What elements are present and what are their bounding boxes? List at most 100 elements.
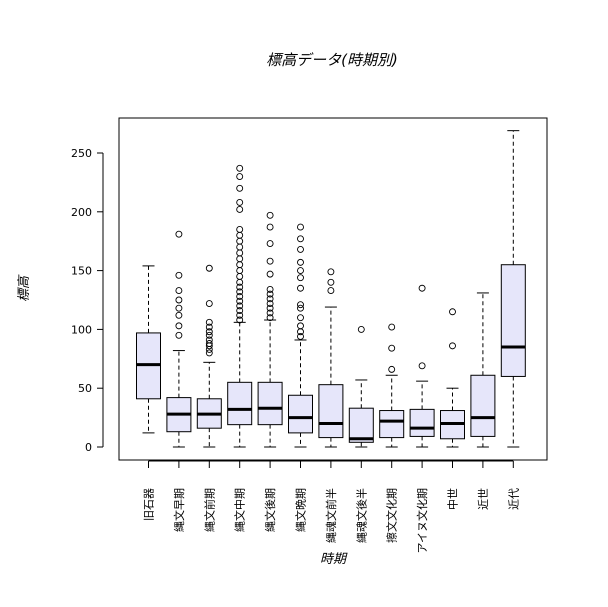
plot-frame <box>118 117 548 461</box>
outlier-point <box>175 230 183 238</box>
box-10 <box>409 284 435 448</box>
box-2 <box>166 230 192 448</box>
outlier-point <box>175 287 183 295</box>
x-axis: 旧石器 縄文早期 縄文前期 縄文中期 縄文後期 縄文晩期 縄魂文前半 縄魂文後半 擦文文化期 アイ… <box>143 460 520 553</box>
iqr-box <box>257 381 283 426</box>
outlier-point <box>297 235 304 243</box>
outlier-point <box>205 318 213 326</box>
outlier-point <box>266 223 274 231</box>
outlier-point <box>236 316 244 324</box>
outlier-point <box>236 198 244 206</box>
outlier-point <box>175 331 183 339</box>
outlier-point <box>297 314 304 322</box>
outlier-point <box>266 270 274 278</box>
x-tick-label: 縄魂文後半 <box>354 488 368 543</box>
outlier-point <box>236 173 244 180</box>
outlier-point <box>205 349 213 357</box>
outlier-point <box>236 205 244 213</box>
outlier-point <box>449 342 456 350</box>
box-9 <box>379 323 405 448</box>
outlier-point <box>236 164 244 172</box>
y-tick-label: 200 <box>71 206 92 219</box>
outlier-point <box>418 362 426 370</box>
outlier-point <box>236 184 244 192</box>
outlier-point <box>205 336 213 344</box>
box-4 <box>227 164 253 448</box>
box-3 <box>196 264 222 448</box>
box-7 <box>318 268 344 448</box>
x-tick-label: 近代 <box>507 488 520 510</box>
outlier-point <box>236 255 244 263</box>
x-tick-label: 縄文前期 <box>202 488 216 532</box>
outlier-point <box>236 231 244 239</box>
box-8 <box>348 325 374 448</box>
iqr-box <box>318 384 344 439</box>
box-5 <box>257 211 283 448</box>
outlier-point <box>266 285 274 293</box>
outlier-point <box>175 271 183 279</box>
outlier-point <box>266 304 274 312</box>
outlier-point <box>205 323 213 331</box>
iqr-box <box>500 264 526 377</box>
outlier-point <box>236 267 244 275</box>
outlier-point <box>297 284 304 292</box>
outlier-point <box>266 295 274 303</box>
outlier-point <box>205 328 213 336</box>
x-tick-label: 縄文中期 <box>233 488 247 532</box>
outlier-point <box>236 249 244 257</box>
outlier-point <box>266 211 274 219</box>
x-tick-label: 縄文晩期 <box>294 488 308 532</box>
boxes-group <box>136 130 526 448</box>
outlier-point <box>327 278 335 286</box>
outlier-point <box>236 273 244 280</box>
outlier-point <box>236 311 244 319</box>
y-axis: 0 50 100 150 200 250 <box>71 147 104 454</box>
outlier-point <box>266 314 274 322</box>
outlier-point <box>236 288 244 296</box>
outlier-point <box>266 300 274 307</box>
outlier-point <box>205 264 213 272</box>
box-6 <box>288 223 313 448</box>
outlier-point <box>236 302 244 310</box>
y-tick-label: 250 <box>71 147 92 160</box>
outlier-point <box>297 267 304 275</box>
outlier-point <box>266 309 274 317</box>
outlier-point <box>266 257 274 265</box>
outlier-point <box>205 345 213 353</box>
outlier-point <box>175 296 183 304</box>
outlier-point <box>297 274 304 282</box>
outlier-point <box>388 365 396 373</box>
outlier-point <box>236 283 244 291</box>
x-tick-label: 縄文早期 <box>172 488 186 532</box>
outlier-point <box>266 290 274 298</box>
outlier-point <box>266 240 274 248</box>
outlier-point <box>297 304 304 312</box>
y-tick-label: 100 <box>71 323 92 336</box>
outlier-point <box>175 322 183 330</box>
outlier-point <box>327 287 335 295</box>
iqr-box <box>288 394 313 434</box>
x-tick-label: 近世 <box>477 488 490 510</box>
iqr-box <box>470 374 496 437</box>
y-tick-label: 150 <box>71 265 92 278</box>
outlier-point <box>236 293 244 300</box>
x-tick-label: 縄魂文前半 <box>324 488 338 543</box>
outlier-point <box>297 245 304 253</box>
outlier-point <box>236 243 244 251</box>
outlier-point <box>357 325 365 333</box>
outlier-point <box>388 344 396 352</box>
outlier-point <box>327 268 335 276</box>
iqr-box <box>379 410 405 439</box>
outlier-point <box>236 297 244 305</box>
y-tick-label: 50 <box>78 382 92 395</box>
iqr-box <box>348 407 374 443</box>
y-tick-label: 0 <box>85 441 92 454</box>
x-tick-label: 擦文文化期 <box>385 488 399 543</box>
outlier-point <box>297 223 304 231</box>
iqr-box <box>409 408 435 437</box>
outlier-point <box>236 237 244 245</box>
chart-title: 標高データ(時期別) <box>266 51 398 69</box>
box-11 <box>440 308 465 448</box>
x-tick-label: 旧石器 <box>143 488 156 521</box>
